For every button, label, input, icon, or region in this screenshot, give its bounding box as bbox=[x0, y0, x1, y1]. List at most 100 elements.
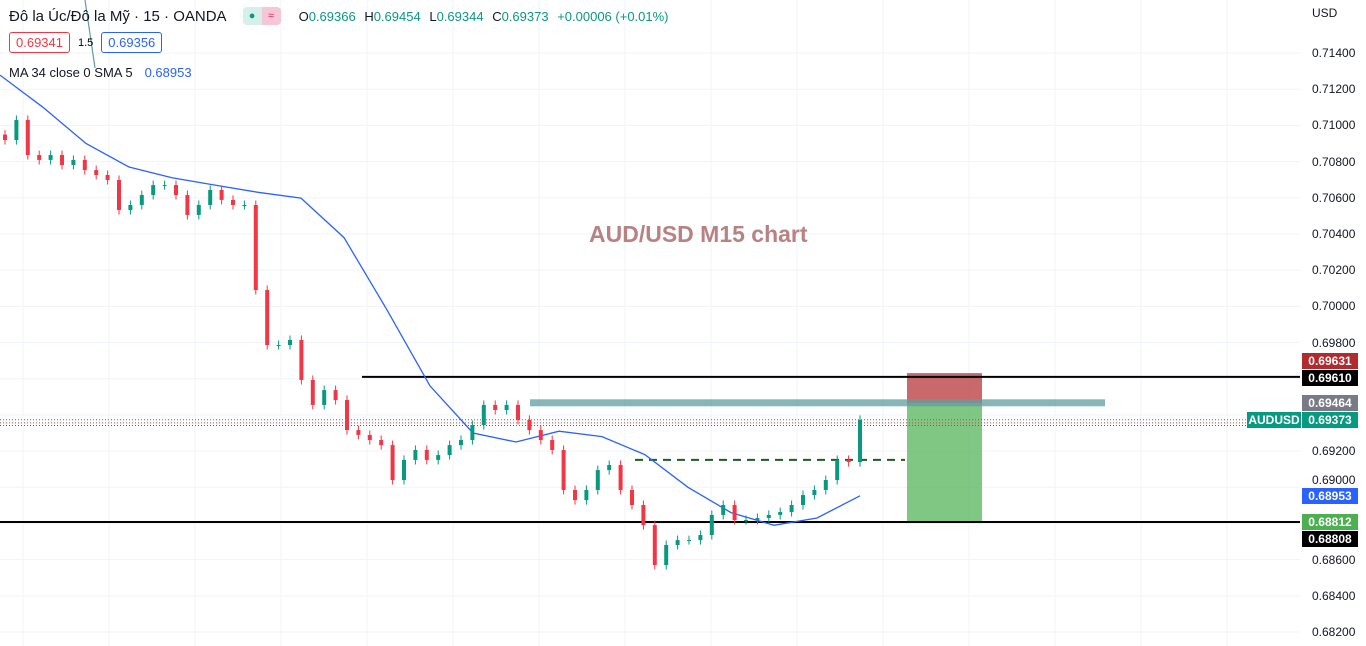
symbol-legend: Đô la Úc/Đô la Mỹ · 15 · OANDA ● ≈ O0.69… bbox=[9, 7, 674, 25]
price-tick: 0.68600 bbox=[1312, 552, 1356, 567]
candle-body bbox=[504, 404, 509, 410]
candle-body bbox=[37, 155, 42, 160]
candle-body bbox=[219, 189, 224, 200]
candle-body bbox=[516, 404, 520, 420]
candle-body bbox=[276, 345, 281, 347]
candle-body bbox=[253, 204, 258, 291]
candle-body bbox=[322, 390, 327, 405]
candle-body bbox=[778, 512, 783, 515]
candle-body bbox=[367, 434, 372, 441]
price-tick: 0.70400 bbox=[1312, 226, 1356, 241]
candle-body bbox=[550, 440, 555, 450]
candle-body bbox=[755, 518, 760, 521]
buy-button[interactable]: 0.69356 bbox=[101, 32, 163, 53]
candle-body bbox=[105, 174, 110, 181]
candle-body bbox=[459, 440, 463, 446]
candle-body bbox=[413, 449, 418, 460]
candle-body bbox=[744, 520, 748, 522]
ma-price-tag: 0.68953 bbox=[1302, 488, 1358, 504]
close-label: C bbox=[492, 8, 502, 24]
candle-body bbox=[607, 465, 612, 471]
candle-body bbox=[527, 419, 532, 431]
stop-price-tag: 0.69631 bbox=[1302, 353, 1358, 369]
candle-body bbox=[174, 185, 178, 196]
candle-body bbox=[162, 185, 167, 187]
price-tick: 0.69800 bbox=[1312, 335, 1356, 350]
price-tick: 0.71200 bbox=[1312, 82, 1356, 97]
candle-body bbox=[299, 339, 304, 380]
candle-body bbox=[823, 480, 828, 490]
stop-loss-zone bbox=[907, 373, 982, 404]
candle-body bbox=[687, 540, 691, 542]
last-price-tag: 0.69373 bbox=[1302, 412, 1358, 428]
watermark-text: AUD/USD M15 chart bbox=[589, 221, 808, 247]
symbol-title[interactable]: Đô la Úc/Đô la Mỹ · 15 · OANDA bbox=[9, 7, 227, 25]
candle-body bbox=[242, 204, 247, 206]
support-price-tag: 0.68808 bbox=[1302, 531, 1358, 547]
candle-body bbox=[231, 199, 235, 205]
indicator-label: MA 34 close 0 SMA 5 bbox=[9, 65, 133, 80]
candle-body bbox=[812, 489, 817, 496]
candle-body bbox=[801, 495, 805, 505]
market-open-dot-icon: ● bbox=[242, 7, 262, 25]
candle-body bbox=[835, 459, 840, 481]
price-tick: 0.69200 bbox=[1312, 444, 1356, 459]
candle-body bbox=[82, 159, 87, 171]
candle-body bbox=[345, 400, 349, 431]
candle-body bbox=[595, 470, 600, 490]
candle-body bbox=[709, 514, 714, 536]
ohlc-values: O0.69366 H0.69454 L0.69344 C0.69373 +0.0… bbox=[299, 9, 674, 24]
candle-body bbox=[584, 489, 589, 501]
candle-body bbox=[71, 159, 76, 166]
symbol-tag: AUDUSD bbox=[1247, 412, 1301, 428]
candle-body bbox=[561, 449, 566, 490]
candle-body bbox=[288, 339, 292, 346]
open-label: O bbox=[298, 8, 309, 24]
candle-body bbox=[139, 195, 144, 205]
candle-body bbox=[858, 419, 862, 463]
candle-body bbox=[641, 504, 646, 526]
trade-buttons: 0.69341 1.5 0.69356 bbox=[9, 32, 163, 53]
candle-body bbox=[766, 514, 771, 519]
price-tick: 0.68400 bbox=[1312, 588, 1356, 603]
sell-button[interactable]: 0.69341 bbox=[9, 32, 70, 53]
candle-body bbox=[538, 430, 543, 441]
candle-body bbox=[310, 379, 315, 405]
low-value: 0.69344 bbox=[436, 8, 484, 24]
spread-value: 1.5 bbox=[78, 36, 94, 49]
price-tick: 0.70800 bbox=[1312, 154, 1356, 169]
candle-body bbox=[652, 525, 657, 566]
zone-price-tag: 0.69464 bbox=[1302, 395, 1358, 411]
price-tick: 0.70600 bbox=[1312, 190, 1356, 205]
candle-body bbox=[447, 445, 452, 456]
candle-body bbox=[390, 445, 395, 481]
low-label: L bbox=[429, 8, 437, 24]
candle-body bbox=[436, 455, 441, 460]
candle-body bbox=[48, 155, 53, 160]
take-profit-zone bbox=[907, 403, 982, 522]
candle-body bbox=[60, 155, 64, 166]
candle-body bbox=[664, 544, 669, 566]
candle-body bbox=[846, 459, 851, 463]
candle-body bbox=[117, 180, 121, 211]
candle-body bbox=[470, 425, 475, 441]
market-status[interactable]: ● ≈ bbox=[242, 7, 281, 25]
high-value: 0.69454 bbox=[373, 8, 421, 24]
price-tick: 0.68200 bbox=[1312, 625, 1356, 639]
approx-icon: ≈ bbox=[261, 7, 281, 25]
candle-body bbox=[208, 189, 213, 205]
change-value: +0.00006 (+0.01%) bbox=[557, 8, 669, 24]
candle-body bbox=[185, 195, 190, 215]
resistance-price-tag: 0.69610 bbox=[1302, 370, 1358, 386]
candle-body bbox=[94, 170, 99, 175]
indicator-legend[interactable]: MA 34 close 0 SMA 5 0.68953 bbox=[9, 65, 192, 80]
currency-selector[interactable]: USD bbox=[1312, 6, 1338, 20]
target-price-tag: 0.68812 bbox=[1302, 514, 1358, 530]
candle-body bbox=[493, 404, 498, 410]
indicator-value: 0.68953 bbox=[144, 65, 192, 80]
candle-body bbox=[402, 459, 406, 481]
candle-body bbox=[3, 134, 7, 141]
candle-body bbox=[573, 489, 577, 501]
candle-body bbox=[789, 504, 794, 513]
